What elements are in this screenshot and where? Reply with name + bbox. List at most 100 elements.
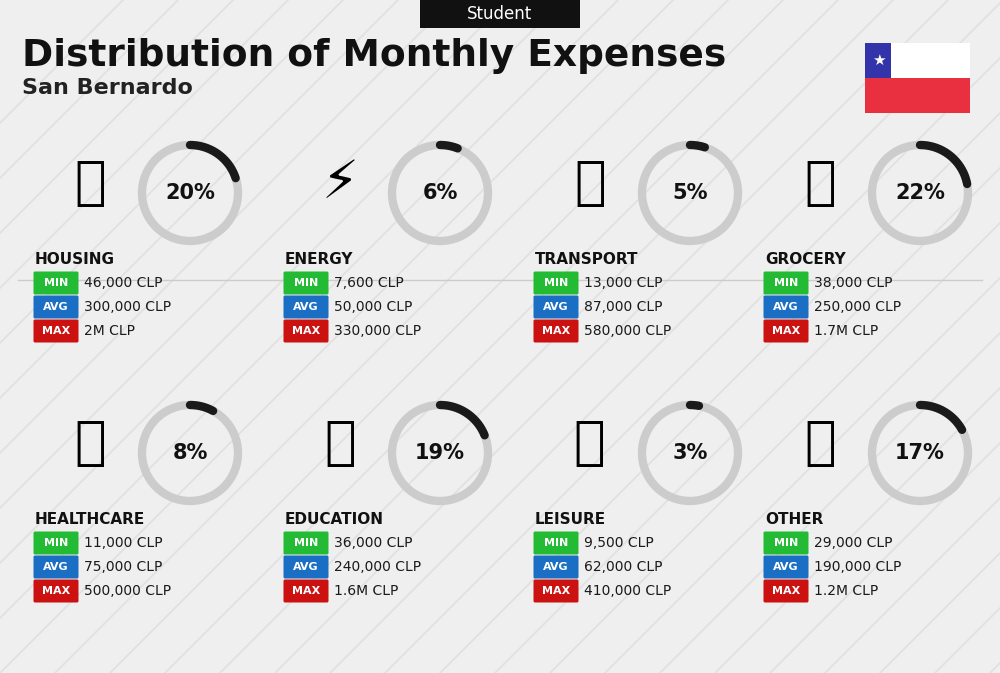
Text: AVG: AVG bbox=[293, 562, 319, 572]
FancyBboxPatch shape bbox=[865, 78, 970, 113]
Text: AVG: AVG bbox=[543, 562, 569, 572]
Text: 5%: 5% bbox=[672, 183, 708, 203]
Text: MAX: MAX bbox=[292, 326, 320, 336]
FancyBboxPatch shape bbox=[284, 579, 328, 602]
Text: 22%: 22% bbox=[895, 183, 945, 203]
Text: 500,000 CLP: 500,000 CLP bbox=[84, 584, 171, 598]
FancyBboxPatch shape bbox=[34, 320, 78, 343]
Text: MAX: MAX bbox=[42, 586, 70, 596]
Text: 🎓: 🎓 bbox=[324, 417, 356, 469]
Text: AVG: AVG bbox=[773, 302, 799, 312]
FancyBboxPatch shape bbox=[534, 579, 578, 602]
Text: MIN: MIN bbox=[44, 278, 68, 288]
Text: 9,500 CLP: 9,500 CLP bbox=[584, 536, 654, 550]
Text: MIN: MIN bbox=[774, 278, 798, 288]
Text: MIN: MIN bbox=[294, 538, 318, 548]
Text: 17%: 17% bbox=[895, 443, 945, 463]
Text: 38,000 CLP: 38,000 CLP bbox=[814, 276, 893, 290]
Text: 8%: 8% bbox=[172, 443, 208, 463]
Text: MIN: MIN bbox=[294, 278, 318, 288]
Text: MAX: MAX bbox=[772, 586, 800, 596]
Text: 3%: 3% bbox=[672, 443, 708, 463]
Text: LEISURE: LEISURE bbox=[535, 511, 606, 526]
Text: 👛: 👛 bbox=[804, 417, 836, 469]
FancyBboxPatch shape bbox=[764, 532, 808, 555]
Text: 300,000 CLP: 300,000 CLP bbox=[84, 300, 171, 314]
FancyBboxPatch shape bbox=[534, 320, 578, 343]
Text: EDUCATION: EDUCATION bbox=[285, 511, 384, 526]
Text: 75,000 CLP: 75,000 CLP bbox=[84, 560, 162, 574]
FancyBboxPatch shape bbox=[34, 532, 78, 555]
Text: 87,000 CLP: 87,000 CLP bbox=[584, 300, 662, 314]
Text: 1.7M CLP: 1.7M CLP bbox=[814, 324, 878, 338]
FancyBboxPatch shape bbox=[764, 295, 808, 318]
Text: AVG: AVG bbox=[43, 302, 69, 312]
Text: 11,000 CLP: 11,000 CLP bbox=[84, 536, 163, 550]
Text: MIN: MIN bbox=[544, 278, 568, 288]
Text: Distribution of Monthly Expenses: Distribution of Monthly Expenses bbox=[22, 38, 726, 74]
Text: 1.6M CLP: 1.6M CLP bbox=[334, 584, 398, 598]
Text: AVG: AVG bbox=[543, 302, 569, 312]
FancyBboxPatch shape bbox=[534, 555, 578, 579]
Text: MIN: MIN bbox=[774, 538, 798, 548]
Text: MAX: MAX bbox=[42, 326, 70, 336]
FancyBboxPatch shape bbox=[764, 555, 808, 579]
FancyBboxPatch shape bbox=[284, 271, 328, 295]
Text: 20%: 20% bbox=[165, 183, 215, 203]
Text: ENERGY: ENERGY bbox=[285, 252, 354, 267]
FancyBboxPatch shape bbox=[534, 532, 578, 555]
Text: 240,000 CLP: 240,000 CLP bbox=[334, 560, 421, 574]
Text: MAX: MAX bbox=[542, 586, 570, 596]
Text: 330,000 CLP: 330,000 CLP bbox=[334, 324, 421, 338]
Text: MAX: MAX bbox=[292, 586, 320, 596]
Text: TRANSPORT: TRANSPORT bbox=[535, 252, 639, 267]
FancyBboxPatch shape bbox=[865, 43, 970, 78]
Text: 36,000 CLP: 36,000 CLP bbox=[334, 536, 413, 550]
FancyBboxPatch shape bbox=[34, 579, 78, 602]
Text: OTHER: OTHER bbox=[765, 511, 823, 526]
FancyBboxPatch shape bbox=[764, 271, 808, 295]
Text: AVG: AVG bbox=[293, 302, 319, 312]
Text: MIN: MIN bbox=[544, 538, 568, 548]
Text: 🏫: 🏫 bbox=[74, 157, 106, 209]
Text: 2M CLP: 2M CLP bbox=[84, 324, 135, 338]
Text: 🚌: 🚌 bbox=[574, 157, 606, 209]
FancyBboxPatch shape bbox=[534, 295, 578, 318]
Text: HEALTHCARE: HEALTHCARE bbox=[35, 511, 145, 526]
Text: 6%: 6% bbox=[422, 183, 458, 203]
Text: 410,000 CLP: 410,000 CLP bbox=[584, 584, 671, 598]
Text: 62,000 CLP: 62,000 CLP bbox=[584, 560, 662, 574]
Text: 580,000 CLP: 580,000 CLP bbox=[584, 324, 671, 338]
Text: AVG: AVG bbox=[43, 562, 69, 572]
FancyBboxPatch shape bbox=[284, 555, 328, 579]
Text: 1.2M CLP: 1.2M CLP bbox=[814, 584, 878, 598]
Text: ⚡: ⚡ bbox=[322, 157, 358, 209]
FancyBboxPatch shape bbox=[284, 532, 328, 555]
Text: San Bernardo: San Bernardo bbox=[22, 78, 193, 98]
FancyBboxPatch shape bbox=[284, 295, 328, 318]
Text: 250,000 CLP: 250,000 CLP bbox=[814, 300, 901, 314]
Text: Student: Student bbox=[467, 5, 533, 23]
FancyBboxPatch shape bbox=[34, 555, 78, 579]
Text: 50,000 CLP: 50,000 CLP bbox=[334, 300, 412, 314]
Text: HOUSING: HOUSING bbox=[35, 252, 115, 267]
Text: MAX: MAX bbox=[772, 326, 800, 336]
Text: MAX: MAX bbox=[542, 326, 570, 336]
Text: GROCERY: GROCERY bbox=[765, 252, 846, 267]
FancyBboxPatch shape bbox=[420, 0, 580, 28]
Text: 13,000 CLP: 13,000 CLP bbox=[584, 276, 662, 290]
Text: AVG: AVG bbox=[773, 562, 799, 572]
Text: 🛍️: 🛍️ bbox=[574, 417, 606, 469]
Text: ★: ★ bbox=[872, 53, 885, 68]
Text: 🩺: 🩺 bbox=[74, 417, 106, 469]
FancyBboxPatch shape bbox=[284, 320, 328, 343]
FancyBboxPatch shape bbox=[534, 271, 578, 295]
FancyBboxPatch shape bbox=[34, 271, 78, 295]
Text: MIN: MIN bbox=[44, 538, 68, 548]
Text: 46,000 CLP: 46,000 CLP bbox=[84, 276, 162, 290]
Text: 7,600 CLP: 7,600 CLP bbox=[334, 276, 404, 290]
Text: 🛒: 🛒 bbox=[804, 157, 836, 209]
FancyBboxPatch shape bbox=[764, 320, 808, 343]
Text: 19%: 19% bbox=[415, 443, 465, 463]
Text: 190,000 CLP: 190,000 CLP bbox=[814, 560, 901, 574]
